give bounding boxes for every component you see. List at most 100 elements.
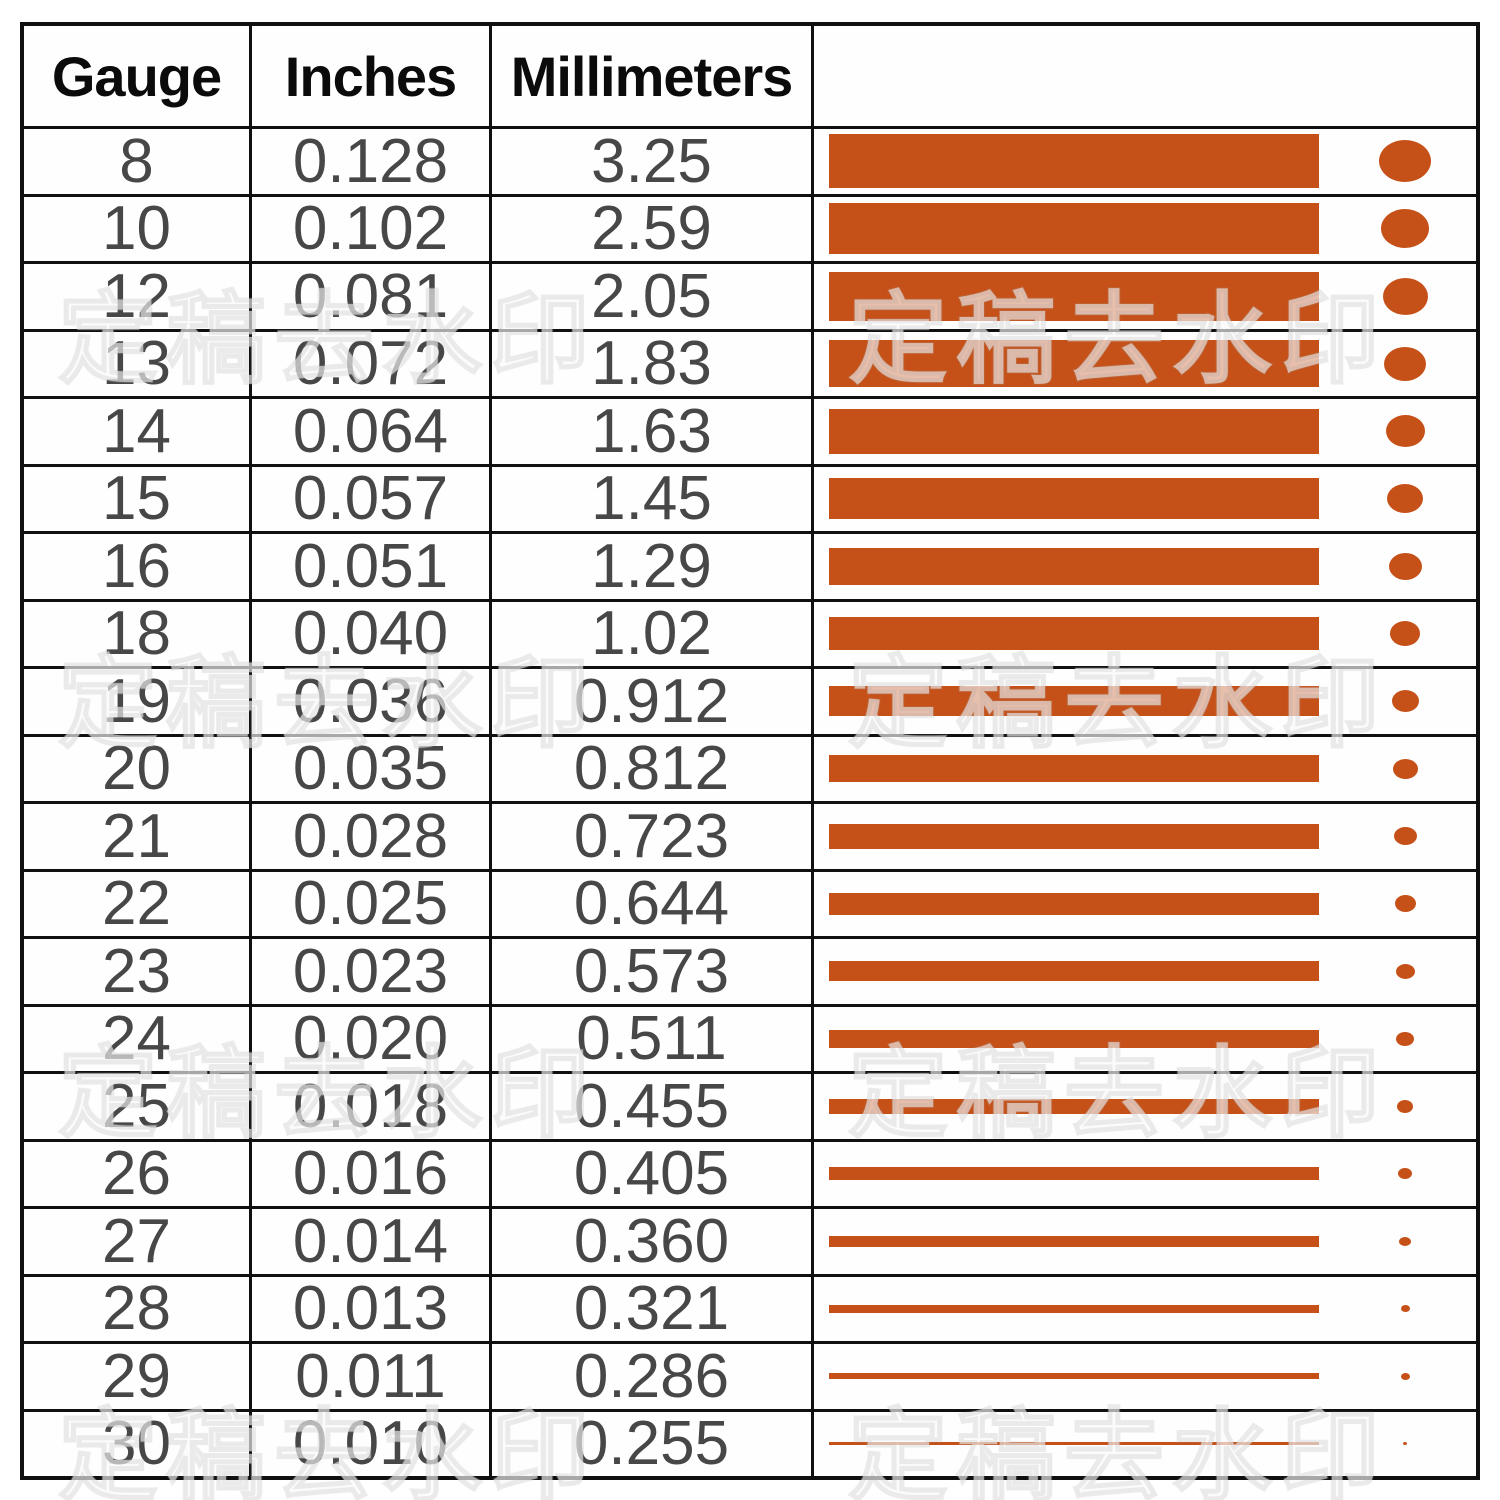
wire-dot-area <box>1350 1007 1460 1072</box>
gauge-value: 8 <box>119 129 154 194</box>
wire-size-visual <box>811 1141 1476 1207</box>
wire-dot-area <box>1350 939 1460 1004</box>
wire-size-visual <box>811 196 1476 261</box>
gauge-value: 30 <box>102 1411 171 1477</box>
wire-diameter-dot <box>1387 484 1423 514</box>
wire-size-visual <box>811 331 1476 396</box>
mm-value: 0.723 <box>489 804 811 869</box>
inches-value: 0.011 <box>249 1344 489 1409</box>
table-row: 19 0.036 0.912 <box>24 666 1476 734</box>
gauge-value: 27 <box>102 1209 171 1274</box>
inches-value: 0.051 <box>249 534 489 599</box>
inches-value: 0.040 <box>249 601 489 666</box>
wire-dot-area <box>1350 129 1460 194</box>
wire-dot-area <box>1350 1142 1460 1207</box>
wire-size-visual <box>811 669 1476 734</box>
column-header-gauge: Gauge <box>51 44 222 108</box>
mm-value: 2.05 <box>489 264 811 329</box>
wire-dot-area <box>1350 737 1460 802</box>
inches-value: 0.023 <box>249 939 489 1004</box>
table-row: 14 0.064 1.63 <box>24 396 1476 464</box>
wire-size-visual <box>811 1209 1476 1274</box>
table-row: 18 0.040 1.02 <box>24 598 1476 666</box>
wire-diameter-dot <box>1398 1168 1412 1180</box>
wire-thickness-bar <box>829 1373 1319 1380</box>
mm-value: 1.83 <box>489 331 811 396</box>
wire-thickness-bar <box>829 134 1319 189</box>
wire-size-visual <box>811 1411 1476 1476</box>
wire-thickness-bar <box>829 1235 1319 1247</box>
column-header-visual <box>811 26 1476 126</box>
table-row: 26 0.016 0.405 <box>24 1138 1476 1207</box>
wire-dot-area <box>1350 1277 1460 1342</box>
gauge-value: 21 <box>102 804 171 869</box>
table-row: 13 0.072 1.83 <box>24 328 1476 397</box>
mm-value: 0.912 <box>489 669 811 734</box>
table-body: 8 0.128 3.25 10 0.102 2.59 12 0.081 2.05 13 0.072 1… <box>24 126 1476 1476</box>
wire-diameter-dot <box>1400 1372 1410 1380</box>
gauge-value: 15 <box>102 466 171 532</box>
gauge-value: 22 <box>102 871 171 937</box>
table-row: 15 0.057 1.45 <box>24 463 1476 532</box>
wire-diameter-dot <box>1379 140 1431 183</box>
wire-diameter-dot <box>1384 346 1426 381</box>
wire-size-visual <box>811 804 1476 869</box>
wire-thickness-bar <box>829 340 1319 388</box>
column-header-inches: Inches <box>249 26 489 126</box>
wire-dot-area <box>1350 1074 1460 1139</box>
wire-thickness-bar <box>829 823 1319 849</box>
wire-size-visual <box>811 264 1476 329</box>
wire-diameter-dot <box>1403 1442 1407 1446</box>
wire-thickness-bar <box>829 203 1319 255</box>
mm-value: 1.29 <box>489 534 811 599</box>
wire-size-visual <box>811 399 1476 464</box>
mm-value: 0.286 <box>489 1344 811 1409</box>
inches-value: 0.016 <box>249 1141 489 1206</box>
table-row: 25 0.018 0.455 <box>24 1071 1476 1139</box>
table-row: 12 0.081 2.05 <box>24 261 1476 329</box>
wire-diameter-dot <box>1385 415 1425 448</box>
inches-value: 0.028 <box>249 804 489 869</box>
wire-dot-area <box>1350 1344 1460 1409</box>
wire-diameter-dot <box>1400 1305 1410 1313</box>
wire-diameter-dot <box>1390 621 1420 647</box>
mm-value: 1.02 <box>489 601 811 666</box>
mm-value: 0.644 <box>489 871 811 936</box>
gauge-value: 14 <box>102 399 171 464</box>
wire-size-visual <box>811 871 1476 936</box>
gauge-value: 19 <box>102 669 171 734</box>
table-row: 23 0.023 0.573 <box>24 936 1476 1004</box>
mm-value: 0.511 <box>489 1006 811 1071</box>
inches-value: 0.010 <box>249 1411 489 1476</box>
wire-dot-area <box>1350 467 1460 532</box>
gauge-value: 28 <box>102 1276 171 1342</box>
gauge-value: 13 <box>102 331 171 397</box>
wire-size-visual <box>811 1344 1476 1409</box>
table-row: 27 0.014 0.360 <box>24 1206 1476 1274</box>
gauge-value: 25 <box>102 1074 171 1139</box>
gauge-table: Gauge Inches Millimeters 8 0.128 3.25 10 0.1… <box>20 22 1480 1480</box>
wire-thickness-bar <box>829 478 1319 520</box>
wire-size-visual <box>811 466 1476 532</box>
wire-thickness-bar <box>829 1304 1319 1313</box>
wire-dot-area <box>1350 669 1460 734</box>
wire-thickness-bar <box>829 547 1319 585</box>
inches-value: 0.014 <box>249 1209 489 1274</box>
gauge-value: 29 <box>102 1344 171 1409</box>
wire-diameter-dot <box>1397 1099 1413 1113</box>
wire-thickness-bar <box>829 892 1319 915</box>
wire-thickness-bar <box>829 1442 1319 1446</box>
wire-thickness-bar <box>829 755 1319 783</box>
gauge-value: 23 <box>102 939 171 1004</box>
inches-value: 0.072 <box>249 331 489 396</box>
wire-diameter-dot <box>1396 1031 1414 1046</box>
inches-value: 0.025 <box>249 871 489 936</box>
wire-thickness-bar <box>829 408 1319 454</box>
wire-diameter-dot <box>1399 1236 1411 1246</box>
inches-value: 0.128 <box>249 129 489 194</box>
table-row: 29 0.011 0.286 <box>24 1341 1476 1409</box>
wire-diameter-dot <box>1395 963 1415 979</box>
gauge-value: 24 <box>102 1006 171 1072</box>
gauge-value: 10 <box>102 196 171 262</box>
table-row: 20 0.035 0.812 <box>24 733 1476 802</box>
